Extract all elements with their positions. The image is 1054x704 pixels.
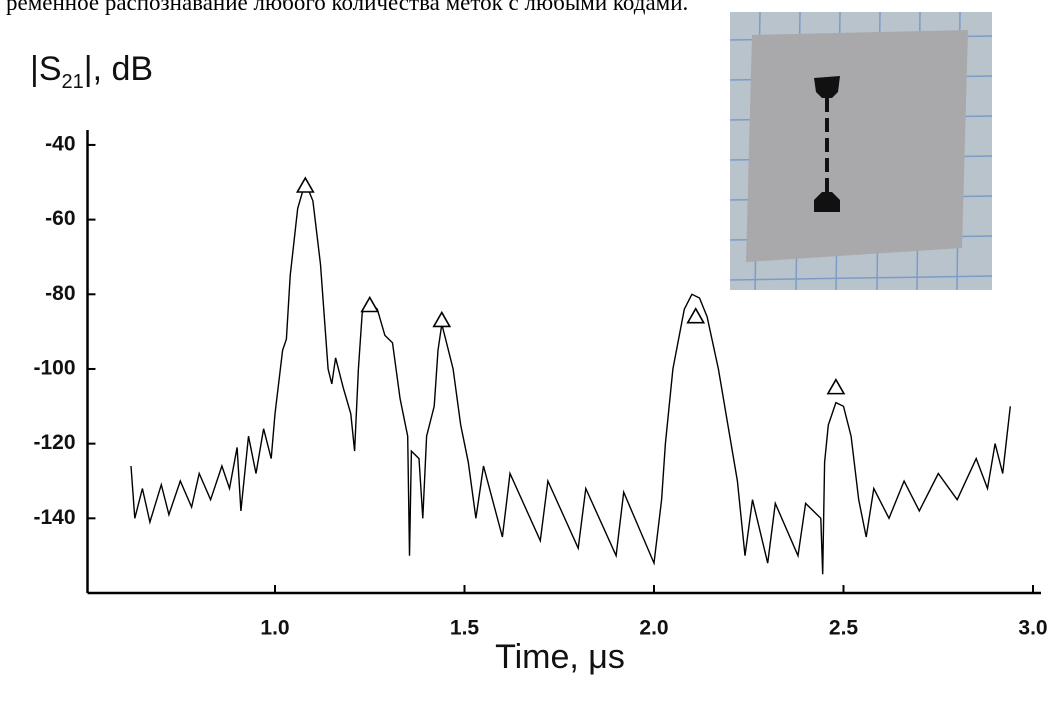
x-tick-label: 1.0	[260, 617, 289, 640]
y-label-part: |, dB	[84, 50, 153, 88]
y-tick-label: -80	[45, 282, 75, 305]
substrate	[746, 30, 968, 262]
peak-marker	[432, 310, 452, 328]
y-label-sub: 21	[62, 71, 84, 93]
x-tick-label: 2.5	[829, 617, 859, 640]
caption: ременное распознавание любого количества…	[6, 0, 688, 15]
pad	[814, 76, 840, 98]
y-tick-label: -100	[33, 357, 75, 380]
y-tick-label: -40	[45, 132, 75, 155]
y-tick-label: -120	[33, 431, 75, 454]
peak-marker	[686, 307, 706, 324]
y-tick-label: -60	[45, 207, 75, 230]
y-axis-label: |S21|, dB	[30, 50, 153, 93]
signal-line	[130, 180, 1011, 575]
peak-marker	[826, 378, 846, 395]
peak-marker	[295, 176, 315, 193]
peak-marker	[360, 295, 380, 313]
y-label-part: |S	[30, 50, 62, 88]
x-tick-label: 1.5	[450, 617, 480, 640]
x-tick-label: 3.0	[1018, 617, 1047, 640]
x-tick-label: 2.0	[639, 617, 668, 640]
inset-photo	[729, 11, 993, 291]
x-axis-label: Time, μs	[495, 638, 625, 676]
y-tick-label: -140	[33, 506, 75, 529]
pad	[814, 192, 840, 212]
